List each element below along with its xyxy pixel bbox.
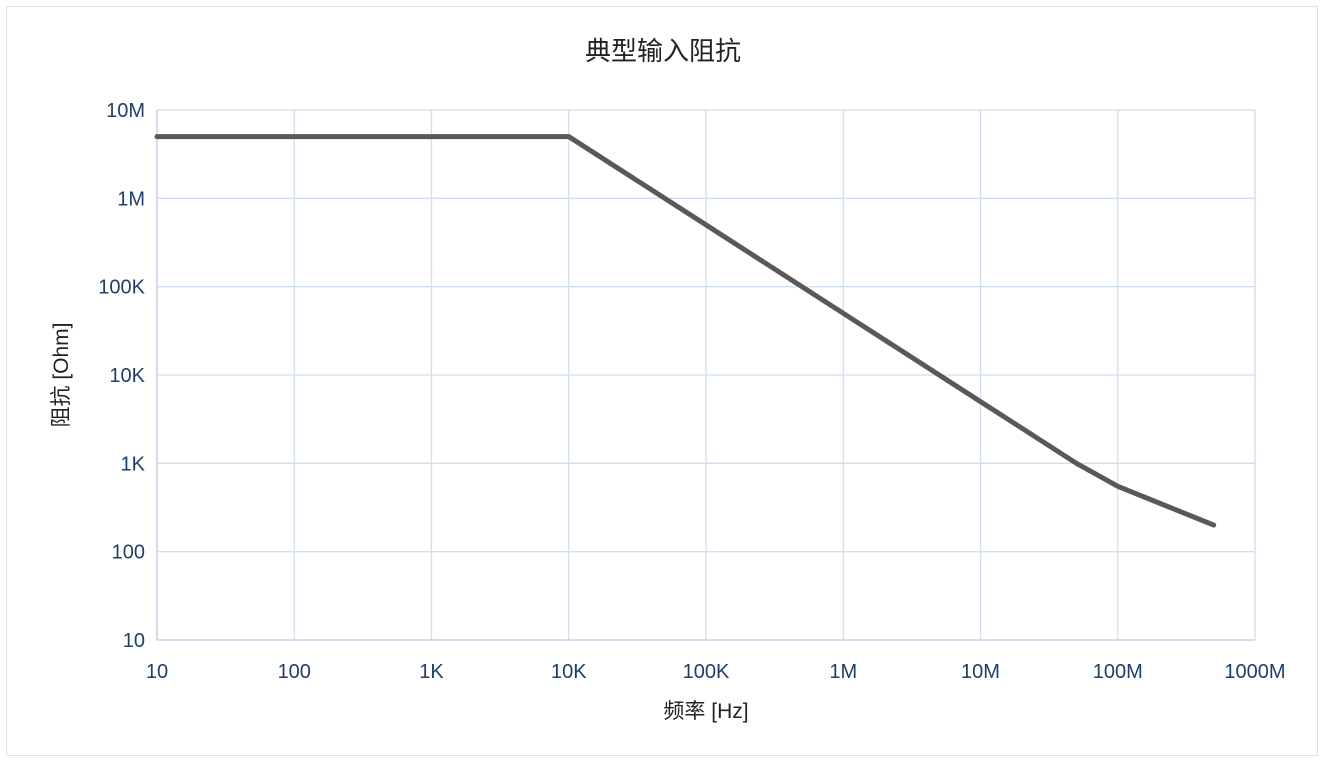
- y-tick-label: 10M: [106, 100, 145, 122]
- series-layer: [154, 134, 1217, 528]
- x-tick-label: 10: [146, 661, 168, 683]
- y-tick-label: 1K: [121, 453, 146, 475]
- impedance-series-line: [154, 134, 1217, 528]
- x-tick-label: 10M: [961, 661, 1000, 683]
- x-tick-label: 10K: [551, 661, 587, 683]
- tick-labels: 10 100 1K 10K 100K 1M 10M 100M 1000M 10 100 1K 10K 10…: [98, 100, 1285, 683]
- y-axis-label: 阻抗 [Ohm]: [50, 322, 73, 427]
- x-tick-label: 1M: [829, 661, 857, 683]
- x-tick-label: 1K: [419, 661, 444, 683]
- x-tick-label: 1000M: [1224, 661, 1285, 683]
- y-tick-label: 10K: [109, 365, 145, 387]
- y-tick-label: 100: [112, 542, 145, 564]
- axis-layer: [156, 110, 1255, 641]
- y-tick-label: 100K: [98, 277, 145, 299]
- chart-title: 典型输入阻抗: [585, 36, 741, 66]
- x-tick-label: 100: [278, 661, 311, 683]
- x-axis-label: 频率 [Hz]: [663, 700, 748, 723]
- x-tick-label: 100M: [1093, 661, 1143, 683]
- y-tick-label: 10: [123, 630, 145, 652]
- grid-layer: [157, 109, 1256, 640]
- chart-frame: [6, 6, 1318, 756]
- x-tick-label: 100K: [683, 661, 730, 683]
- y-tick-label: 1M: [117, 188, 145, 210]
